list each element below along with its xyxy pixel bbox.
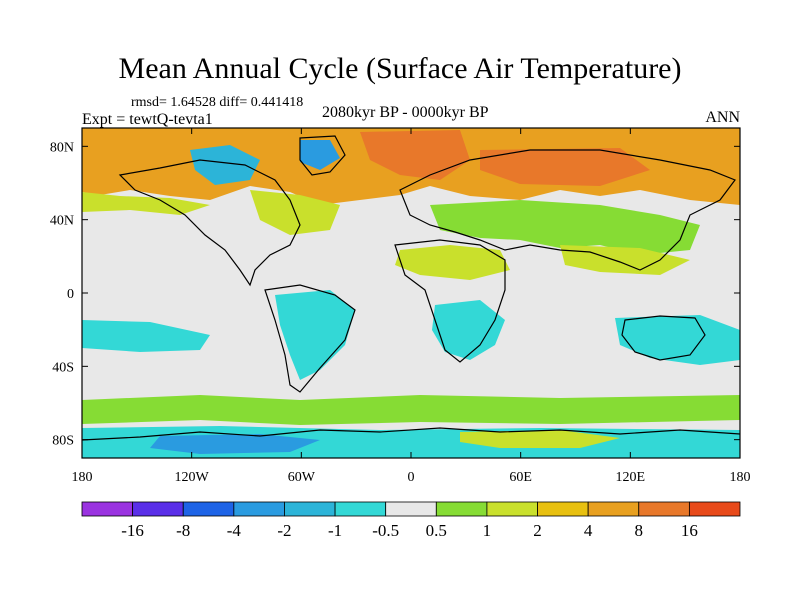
coastline-antarctica [82,427,740,441]
colorbar-swatch [537,501,589,517]
coastlines [82,135,740,441]
colorbar-swatch [486,501,538,517]
lon-tick-label: 180 [730,470,751,485]
period-label: 2080kyr BP - 0000kyr BP [322,104,489,121]
experiment-label: Expt = tewtQ-tevta1 [82,111,213,128]
colorbar-label: -4 [227,521,242,540]
colorbar-swatch [81,501,134,517]
colorbar-swatch [638,501,690,517]
lon-tick-label: 0 [408,470,415,485]
eurasia-green-field [430,200,700,255]
southern-africa-cold [432,300,505,360]
colorbar-label: 16 [681,521,698,540]
australia-cold [615,315,740,365]
colorbar-label: -8 [176,521,190,540]
coastline-north-america [118,159,301,287]
colorbar-swatch [334,501,387,517]
greenland-cold [300,140,340,170]
coastline-south-america [264,284,356,393]
colorbar-label: 1 [483,521,492,540]
canadian-arctic-cold [190,145,260,185]
pacific-tropical-cold [82,320,210,352]
lat-tick-label: 40S [52,360,74,375]
season-label: ANN [705,109,740,126]
antarctic-deep-cold [150,434,320,454]
lat-tick-label: 0 [67,287,74,302]
siberia-hot-field [480,148,650,186]
colorbar-label: 0.5 [426,521,447,540]
colorbar-label: 4 [584,521,593,540]
lon-tick-label: 60E [509,470,532,485]
lat-tick-label: 80N [50,140,74,155]
lon-tick-label: 120W [175,470,210,485]
colorbar-swatch [587,501,640,517]
lat-tick-label: 40N [50,214,74,229]
lon-tick-label: 60W [288,470,316,485]
coastline-europe-asia [399,149,736,271]
colorbar-swatch [132,501,184,517]
colorbar-label: -0.5 [372,521,399,540]
colorbar-swatch [435,501,488,517]
coastline-greenland [299,135,346,176]
colorbar-swatch [182,501,235,517]
colorbar: -16 -8 -4 -2 -1 -0.5 0.5 1 2 4 8 16 [81,501,741,540]
map-title: Mean Annual Cycle (Surface Air Temperatu… [118,52,682,85]
lat-tick-label: 80S [52,434,74,449]
colorbar-swatch [688,501,741,517]
colorbar-swatch [233,501,285,517]
colorbar-label: 2 [533,521,542,540]
colorbar-swatch [284,501,336,517]
coastline-africa [394,239,506,363]
lon-tick-label: 120E [616,470,646,485]
africa-sahara-yellow [395,245,510,280]
southern-ocean-green [82,395,740,425]
rmsd-diff-stats: rmsd= 1.64528 diff= 0.441418 [131,95,304,110]
northern-pacific-yellow [82,192,210,215]
antarctic-yellow-patch [460,430,620,448]
colorbar-label: -1 [328,521,342,540]
colorbar-label: 8 [635,521,644,540]
colorbar-label: -16 [121,521,144,540]
colorbar-swatch [385,501,437,517]
arctic-hot-field [360,130,470,180]
colorbar-label: -2 [277,521,291,540]
south-america-cold [275,290,355,380]
lon-tick-label: 180 [72,470,93,485]
coastline-australia [621,315,706,361]
axis-ticks: 180 120W 60W 0 60E 120E 180 80N 40N 0 40S 80S [50,128,751,485]
anomaly-fields [82,128,740,458]
